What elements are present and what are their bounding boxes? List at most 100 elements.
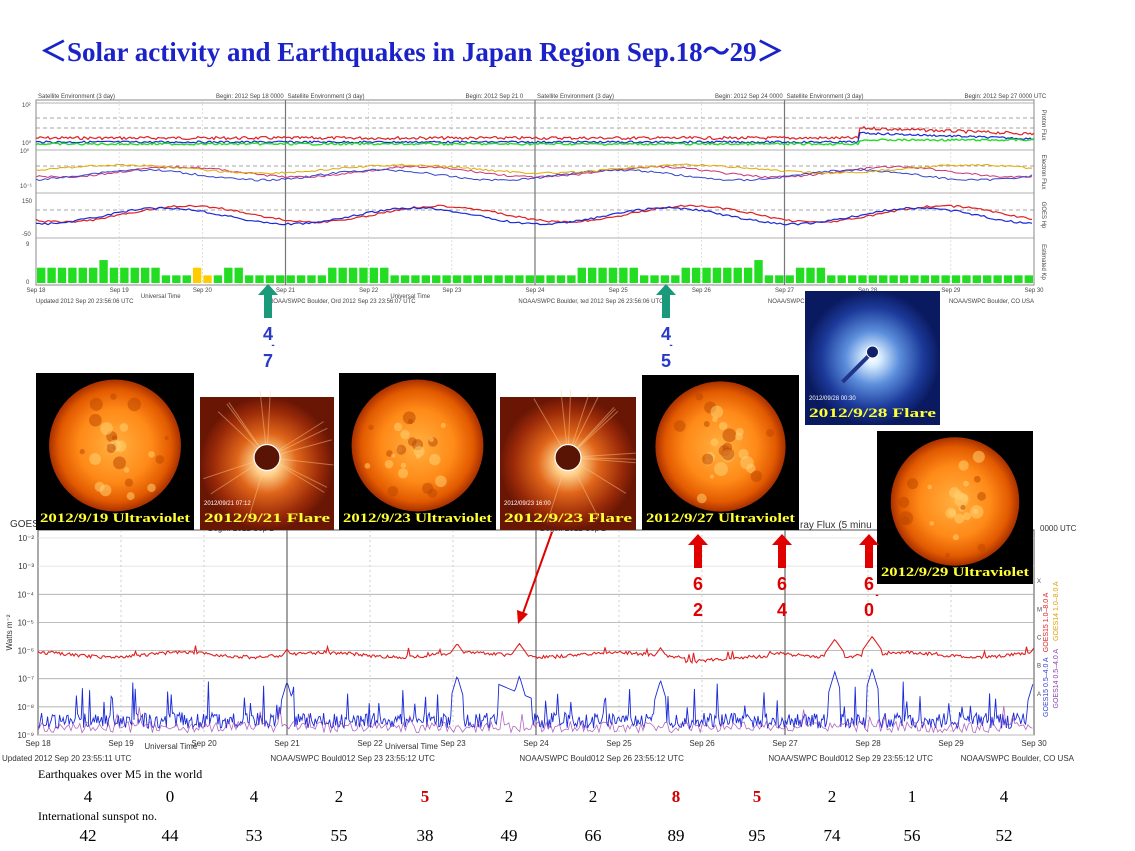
- kp-bar: [567, 275, 576, 283]
- quake-arrow-dot: -: [875, 590, 878, 601]
- kp-bar: [172, 275, 181, 283]
- kp-bar: [951, 275, 961, 283]
- kp-bar: [858, 275, 867, 283]
- kp-bar: [120, 267, 129, 283]
- sun-surface-spot: [977, 491, 986, 501]
- sun-surface-spot: [721, 447, 735, 461]
- kp-bar: [213, 275, 223, 283]
- top-footer: Updated 2012 Sep 20 23:56:06 UTC: [36, 299, 134, 305]
- kp-bar: [307, 275, 316, 283]
- sun-surface-spot: [945, 552, 950, 558]
- goes-date-tick: Sep 18: [25, 739, 51, 748]
- kp-bar: [941, 275, 950, 283]
- sun-surface-spot: [387, 486, 399, 497]
- kp-bar: [473, 275, 483, 283]
- goes-legend-label: GOES15 1.0–8.0 A: [1043, 592, 1050, 652]
- earthquake-magnitude-arrow: 64: [772, 534, 792, 620]
- top-date-tick: Sep 27: [775, 288, 795, 294]
- goes-long-wavelength-series: [37, 635, 1035, 665]
- sun-surface-spot: [714, 462, 728, 477]
- earthquake-magnitude-arrow-shaft: [865, 544, 873, 568]
- solar-image-label: 2012/9/29 Ultraviolet: [881, 564, 1030, 579]
- goes-legend-label: GOES14 0.5–4.0 A: [1053, 649, 1060, 709]
- top-date-tick: Sep 18: [26, 288, 46, 294]
- sun-surface-spot: [718, 421, 728, 431]
- kp-bar: [224, 267, 233, 283]
- kp-bar: [691, 267, 701, 283]
- kp-bar: [203, 275, 212, 283]
- goes-footer: NOAA/SWPC Bould012 Sep 26 23:55:12 UTC: [519, 754, 684, 763]
- earthquake-count: 2: [589, 787, 598, 806]
- sun-surface-spot: [400, 429, 410, 440]
- sun-surface-spot: [100, 422, 113, 435]
- sun-surface-spot: [127, 397, 142, 412]
- sun-surface-spot: [709, 474, 715, 479]
- kp-arrow-digit: 5: [661, 351, 671, 371]
- kp-peak-arrow: 4-5: [656, 284, 676, 371]
- kp-bar: [286, 275, 295, 283]
- kp-bar: [743, 267, 753, 283]
- goes-date-tick: Sep 27: [772, 739, 798, 748]
- kp-bar: [484, 275, 493, 283]
- goes-date-tick: Sep 28: [855, 739, 881, 748]
- kp-bar: [296, 275, 306, 283]
- kp-bar: [910, 275, 919, 283]
- sun-surface-spot: [164, 436, 169, 441]
- goes-hp-line: [35, 204, 1033, 224]
- solar-image: 2012/09/21 07:12 2012/9/21 Flare: [200, 390, 334, 530]
- kp-bar: [899, 275, 909, 283]
- kp-bar: [962, 275, 971, 283]
- kp-bar: [276, 275, 285, 283]
- goes-ytick: 10⁻³: [18, 562, 34, 571]
- kp-bar: [920, 275, 930, 283]
- kp-bar: [775, 275, 784, 283]
- sun-surface-spot: [722, 428, 737, 443]
- earthquake-count: 4: [250, 787, 259, 806]
- sun-surface-spot: [970, 505, 984, 519]
- kp-bar: [608, 267, 618, 283]
- quake-arrow-digit: 6: [864, 574, 874, 594]
- top-footer: NOAA/SWPC Boulder, ted 2012 Sep 26 23:56…: [518, 299, 664, 305]
- sun-surface-spot: [960, 504, 966, 511]
- sun-surface-spot: [972, 450, 985, 463]
- sun-surface-spot: [750, 470, 763, 483]
- goes-ytick: 10⁻⁵: [18, 618, 34, 627]
- top-right-label: Electron Flux: [1040, 154, 1046, 189]
- kp-bar: [536, 275, 545, 283]
- earthquake-magnitude-arrow: 62: [688, 534, 708, 620]
- kp-bar: [338, 267, 347, 283]
- kp-bar: [317, 275, 327, 283]
- goes-flare-class: C: [1037, 636, 1042, 642]
- kp-bar: [192, 267, 202, 283]
- kp-bar: [182, 275, 191, 283]
- sun-surface-spot: [89, 413, 102, 427]
- top-date-tick: Sep 26: [692, 288, 712, 294]
- top-panel-header: Satellite Environment (3 day): [787, 94, 864, 100]
- kp-bar: [723, 267, 732, 283]
- kp-bar: [504, 275, 514, 283]
- sun-surface-spot: [948, 509, 957, 517]
- kp-bar: [525, 275, 534, 283]
- kp-bar: [733, 267, 742, 283]
- kp-bar: [369, 267, 379, 283]
- top-panel-header: Satellite Environment (3 day): [537, 94, 614, 100]
- sun-surface-spot: [113, 456, 126, 470]
- kp-bar: [99, 260, 108, 283]
- kp-bar: [515, 275, 524, 283]
- sun-surface-spot: [927, 484, 932, 490]
- top-date-tick: Sep 29: [941, 288, 961, 294]
- kp-peak-arrow: 4-7: [258, 284, 278, 371]
- goes-ytick: 10⁻⁸: [18, 703, 35, 712]
- sun-surface-spot: [106, 443, 116, 453]
- kp-bar: [255, 275, 264, 283]
- kp-bar: [816, 267, 826, 283]
- earthquake-count: 1: [908, 787, 917, 806]
- top-panel-header: Satellite Environment (3 day): [288, 94, 365, 100]
- kp-bar: [1014, 275, 1023, 283]
- goes-date-tick: Sep 26: [689, 739, 715, 748]
- earthquake-count: 4: [1000, 787, 1009, 806]
- kp-bar: [400, 275, 410, 283]
- solar-image-label: 2012/9/21 Flare: [204, 510, 330, 525]
- kp-bar: [390, 275, 399, 283]
- kp-arrow-dot: -: [271, 340, 274, 351]
